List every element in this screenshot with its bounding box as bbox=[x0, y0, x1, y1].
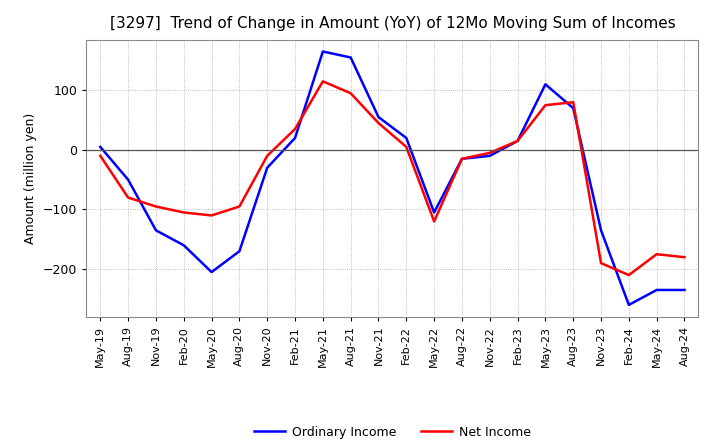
Ordinary Income bbox=[124, 177, 132, 182]
Net Income bbox=[652, 252, 661, 257]
Ordinary Income bbox=[624, 302, 633, 308]
Ordinary Income bbox=[96, 144, 104, 150]
Ordinary Income bbox=[458, 156, 467, 161]
Net Income bbox=[318, 79, 327, 84]
Net Income bbox=[346, 91, 355, 96]
Net Income bbox=[207, 213, 216, 218]
Ordinary Income bbox=[430, 210, 438, 215]
Net Income bbox=[263, 153, 271, 158]
Net Income bbox=[513, 138, 522, 143]
Line: Ordinary Income: Ordinary Income bbox=[100, 51, 685, 305]
Net Income bbox=[597, 260, 606, 266]
Ordinary Income bbox=[263, 165, 271, 170]
Net Income bbox=[624, 272, 633, 278]
Net Income bbox=[235, 204, 243, 209]
Ordinary Income bbox=[179, 242, 188, 248]
Ordinary Income bbox=[318, 49, 327, 54]
Ordinary Income bbox=[402, 136, 410, 141]
Net Income bbox=[152, 204, 161, 209]
Net Income bbox=[374, 121, 383, 126]
Ordinary Income bbox=[541, 82, 550, 87]
Y-axis label: Amount (million yen): Amount (million yen) bbox=[24, 113, 37, 244]
Net Income bbox=[541, 103, 550, 108]
Ordinary Income bbox=[291, 136, 300, 141]
Ordinary Income bbox=[569, 106, 577, 111]
Ordinary Income bbox=[597, 228, 606, 233]
Net Income bbox=[569, 99, 577, 105]
Line: Net Income: Net Income bbox=[100, 81, 685, 275]
Ordinary Income bbox=[152, 228, 161, 233]
Net Income bbox=[485, 150, 494, 155]
Net Income bbox=[430, 219, 438, 224]
Ordinary Income bbox=[513, 138, 522, 143]
Ordinary Income bbox=[485, 153, 494, 158]
Ordinary Income bbox=[346, 55, 355, 60]
Legend: Ordinary Income, Net Income: Ordinary Income, Net Income bbox=[249, 421, 536, 440]
Net Income bbox=[179, 210, 188, 215]
Ordinary Income bbox=[680, 287, 689, 293]
Title: [3297]  Trend of Change in Amount (YoY) of 12Mo Moving Sum of Incomes: [3297] Trend of Change in Amount (YoY) o… bbox=[109, 16, 675, 32]
Ordinary Income bbox=[374, 114, 383, 120]
Ordinary Income bbox=[207, 269, 216, 275]
Net Income bbox=[96, 153, 104, 158]
Net Income bbox=[402, 144, 410, 150]
Ordinary Income bbox=[652, 287, 661, 293]
Net Income bbox=[291, 126, 300, 132]
Net Income bbox=[680, 255, 689, 260]
Net Income bbox=[458, 156, 467, 161]
Net Income bbox=[124, 195, 132, 200]
Ordinary Income bbox=[235, 249, 243, 254]
